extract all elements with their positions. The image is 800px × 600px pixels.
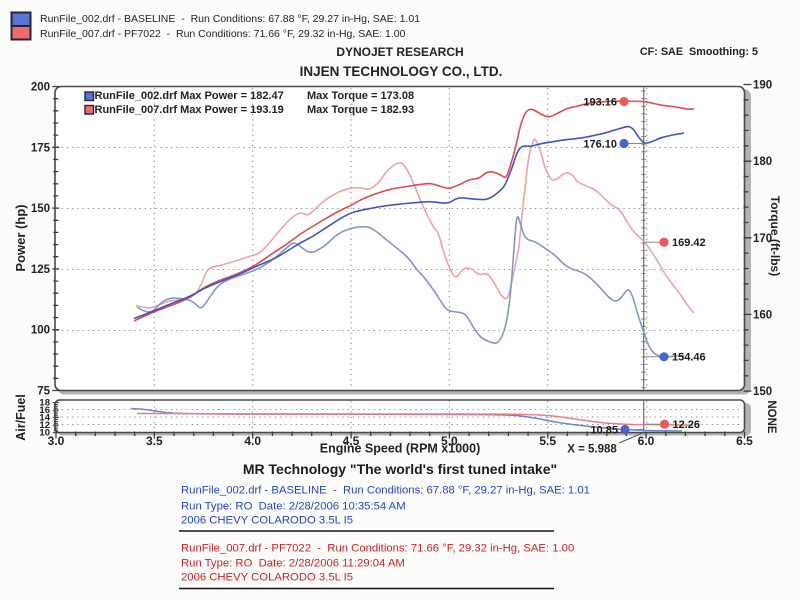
svg-text:150: 150 [31, 203, 50, 215]
svg-text:4.0: 4.0 [244, 434, 261, 448]
svg-text:2006 CHEVY COLARODO 3.5L I5: 2006 CHEVY COLARODO 3.5L I5 [181, 515, 353, 527]
svg-text:MR Technology "The world's fir: MR Technology "The world's first tuned i… [243, 461, 557, 477]
svg-text:6.0: 6.0 [638, 434, 655, 448]
svg-text:12: 12 [39, 420, 50, 431]
svg-text:2006 CHEVY COLARODO 3.5L I5: 2006 CHEVY COLARODO 3.5L I5 [181, 572, 353, 584]
svg-text:Engine Speed (RPM x1000): Engine Speed (RPM x1000) [320, 442, 480, 456]
svg-text:3.0: 3.0 [48, 434, 65, 448]
svg-text:RunFile_002.drf - BASELINE -: RunFile_002.drf - BASELINE - Run Conditi… [181, 485, 590, 497]
svg-text:12.26: 12.26 [673, 419, 701, 431]
svg-text:18: 18 [39, 398, 50, 409]
svg-text:175: 175 [31, 142, 51, 154]
svg-text:3.5: 3.5 [146, 434, 163, 448]
svg-text:CF: SAE Smoothing: 5: CF: SAE Smoothing: 5 [640, 46, 758, 58]
svg-text:Power (hp): Power (hp) [13, 204, 28, 271]
svg-text:NONE: NONE [765, 400, 777, 434]
svg-text:190: 190 [753, 80, 772, 92]
svg-text:5.0: 5.0 [441, 434, 458, 448]
svg-text:10: 10 [39, 428, 50, 439]
svg-text:75: 75 [37, 386, 50, 398]
svg-text:4.5: 4.5 [343, 434, 360, 448]
svg-text:100: 100 [31, 325, 50, 337]
svg-text:193.16: 193.16 [583, 96, 617, 108]
svg-text:200: 200 [31, 82, 50, 94]
svg-text:DYNOJET RESEARCH: DYNOJET RESEARCH [336, 45, 463, 59]
svg-text:RunFile_007.drf Max Power = 19: RunFile_007.drf Max Power = 193.19 [95, 104, 284, 116]
svg-text:RunFile_002.drf - BASELINE -: RunFile_002.drf - BASELINE - Run Conditi… [40, 13, 420, 25]
svg-text:INJEN TECHNOLOGY CO., LTD.: INJEN TECHNOLOGY CO., LTD. [300, 64, 503, 79]
svg-text:170: 170 [753, 233, 772, 245]
svg-text:125: 125 [31, 264, 51, 276]
svg-text:14: 14 [39, 413, 50, 424]
svg-text:X = 5.988: X = 5.988 [567, 444, 617, 456]
svg-text:Torque (ft-lbs): Torque (ft-lbs) [768, 196, 782, 276]
svg-text:154.46: 154.46 [672, 352, 706, 364]
svg-text:160: 160 [753, 309, 772, 321]
svg-text:Run Type: RO Date: 2/28/2006: Run Type: RO Date: 2/28/2006 11:29:04 AM [181, 558, 405, 570]
svg-text:RunFile_002.drf Max Power = 18: RunFile_002.drf Max Power = 182.47 [95, 90, 284, 102]
svg-text:RunFile_007.drf - PF7022 - R: RunFile_007.drf - PF7022 - Run Condition… [40, 28, 406, 40]
svg-text:169.42: 169.42 [672, 237, 706, 249]
svg-text:16: 16 [39, 405, 50, 416]
svg-text:Max Torque = 173.08: Max Torque = 173.08 [307, 90, 414, 102]
svg-text:5.5: 5.5 [539, 434, 556, 448]
svg-text:RunFile_007.drf - PF7022 - R: RunFile_007.drf - PF7022 - Run Condition… [181, 543, 574, 555]
svg-text:Air/Fuel: Air/Fuel [14, 394, 28, 441]
svg-text:Run Type: RO Date: 2/28/2006: Run Type: RO Date: 2/28/2006 10:35:54 AM [181, 501, 406, 513]
svg-text:176.10: 176.10 [583, 138, 617, 150]
svg-text:180: 180 [753, 156, 772, 168]
svg-text:Max Torque = 182.93: Max Torque = 182.93 [307, 104, 414, 116]
svg-text:6.5: 6.5 [736, 434, 753, 448]
svg-text:150: 150 [753, 386, 772, 398]
svg-text:10.85: 10.85 [590, 424, 618, 436]
